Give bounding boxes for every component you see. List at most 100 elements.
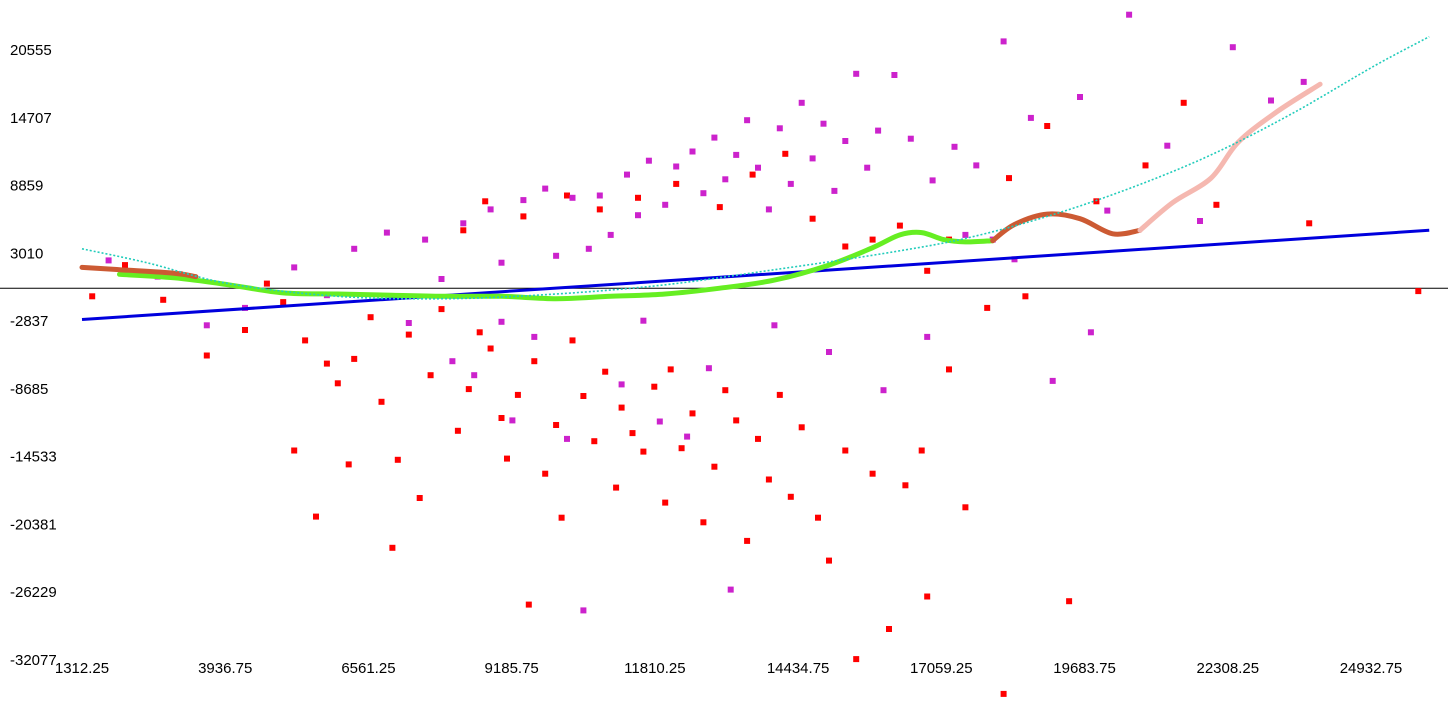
scatter-point (345, 461, 352, 468)
y-tick-label: 20555 (10, 42, 52, 59)
scatter-point (367, 314, 374, 321)
x-tick-label: 11810.25 (624, 660, 685, 677)
scatter-point (351, 245, 358, 252)
scatter-point (765, 476, 772, 483)
x-tick-label: 24932.75 (1340, 660, 1403, 677)
scatter-point (558, 514, 565, 521)
scatter-point (482, 198, 489, 205)
scatter-point (700, 519, 707, 526)
scatter-point (89, 293, 96, 300)
scatter-point (487, 345, 494, 352)
scatter-point (389, 544, 396, 551)
smoothed-trend-line (79, 264, 199, 280)
scatter-point (722, 387, 729, 394)
scatter-point (875, 127, 882, 134)
scatter-point (896, 222, 903, 229)
scatter-point (471, 372, 478, 379)
scatter-point (946, 366, 952, 373)
scatter-point (755, 435, 761, 442)
scatter-point (853, 70, 860, 77)
smoothed-trend-line (117, 229, 996, 302)
scatter-point (454, 427, 461, 434)
scatter-point (924, 333, 931, 340)
scatter-point (520, 197, 527, 204)
x-tick-label: 14434.75 (767, 660, 830, 677)
x-tick-label: 17059.25 (910, 660, 973, 677)
scatter-point (460, 227, 467, 234)
scatter-point (1093, 198, 1100, 205)
y-tick-label: -32077 (10, 652, 57, 669)
scatter-point (394, 456, 401, 463)
scatter-point (509, 417, 516, 424)
scatter-point (776, 125, 783, 132)
scatter-point (122, 262, 128, 269)
y-tick-label: -14533 (10, 449, 57, 466)
scatter-point (1087, 329, 1094, 336)
scatter-point (542, 470, 549, 477)
scatter-point (798, 424, 805, 431)
scatter-point (744, 537, 751, 544)
scatter-point (1027, 114, 1034, 121)
scatter-point (1066, 598, 1073, 605)
scatter-point (1229, 44, 1236, 51)
x-tick-label: 22308.25 (1196, 660, 1259, 677)
plot-marks (0, 11, 1448, 697)
scatter-point (635, 212, 641, 219)
scatter-point (416, 495, 423, 501)
y-tick-label: -2837 (10, 313, 48, 330)
scatter-point (580, 393, 587, 399)
scatter-point (569, 337, 576, 344)
scatter-point (705, 365, 712, 372)
scatter-point (427, 372, 434, 379)
scatter-point (313, 513, 319, 520)
scatter-point (711, 134, 718, 141)
scatter-point (711, 463, 718, 470)
scatter-point (891, 72, 898, 78)
scatter-point (1300, 78, 1307, 85)
scatter-point (787, 493, 794, 500)
scatter-point (531, 358, 538, 365)
scatter-point (809, 155, 816, 162)
scatter-point (924, 593, 931, 600)
scatter-point (1049, 377, 1056, 384)
scatter-point (618, 381, 625, 388)
scatter-point (727, 586, 734, 593)
scatter-point (684, 433, 691, 440)
scatter-point (776, 391, 783, 398)
scatter-point (1044, 123, 1051, 129)
x-tick-label: 3936.75 (198, 660, 252, 677)
smoothed-trend-line (990, 211, 1143, 244)
scatter-point (842, 138, 849, 144)
y-tick-label: 14707 (10, 110, 52, 127)
scatter-point (722, 176, 729, 183)
scatter-point (864, 164, 871, 171)
scatter-point (1306, 220, 1313, 227)
scatter-point (487, 206, 494, 213)
scatter-point (618, 404, 625, 411)
scatter-point (613, 484, 620, 491)
scatter-point (553, 422, 560, 428)
scatter-point (422, 236, 429, 243)
scatter-point (749, 171, 756, 178)
scatter-point (525, 601, 532, 608)
scatter-point (531, 333, 538, 340)
y-tick-label: -20381 (10, 516, 57, 533)
scatter-point (918, 447, 925, 454)
scatter-point (438, 306, 445, 313)
scatter-point (929, 177, 936, 184)
scatter-point (787, 180, 794, 187)
scatter-point (869, 470, 876, 477)
scatter-point (160, 296, 167, 303)
scatter-point (105, 257, 112, 264)
scatter-point (1213, 201, 1220, 208)
scatter-point (886, 626, 892, 632)
scatter-point (744, 117, 751, 124)
scatter-point (542, 185, 549, 192)
scatter-point (853, 656, 860, 663)
scatter-point (951, 143, 958, 150)
scatter-point (378, 398, 385, 405)
scatter-point (291, 264, 298, 271)
scatter-point (596, 192, 603, 199)
x-tick-label: 6561.25 (341, 660, 395, 677)
